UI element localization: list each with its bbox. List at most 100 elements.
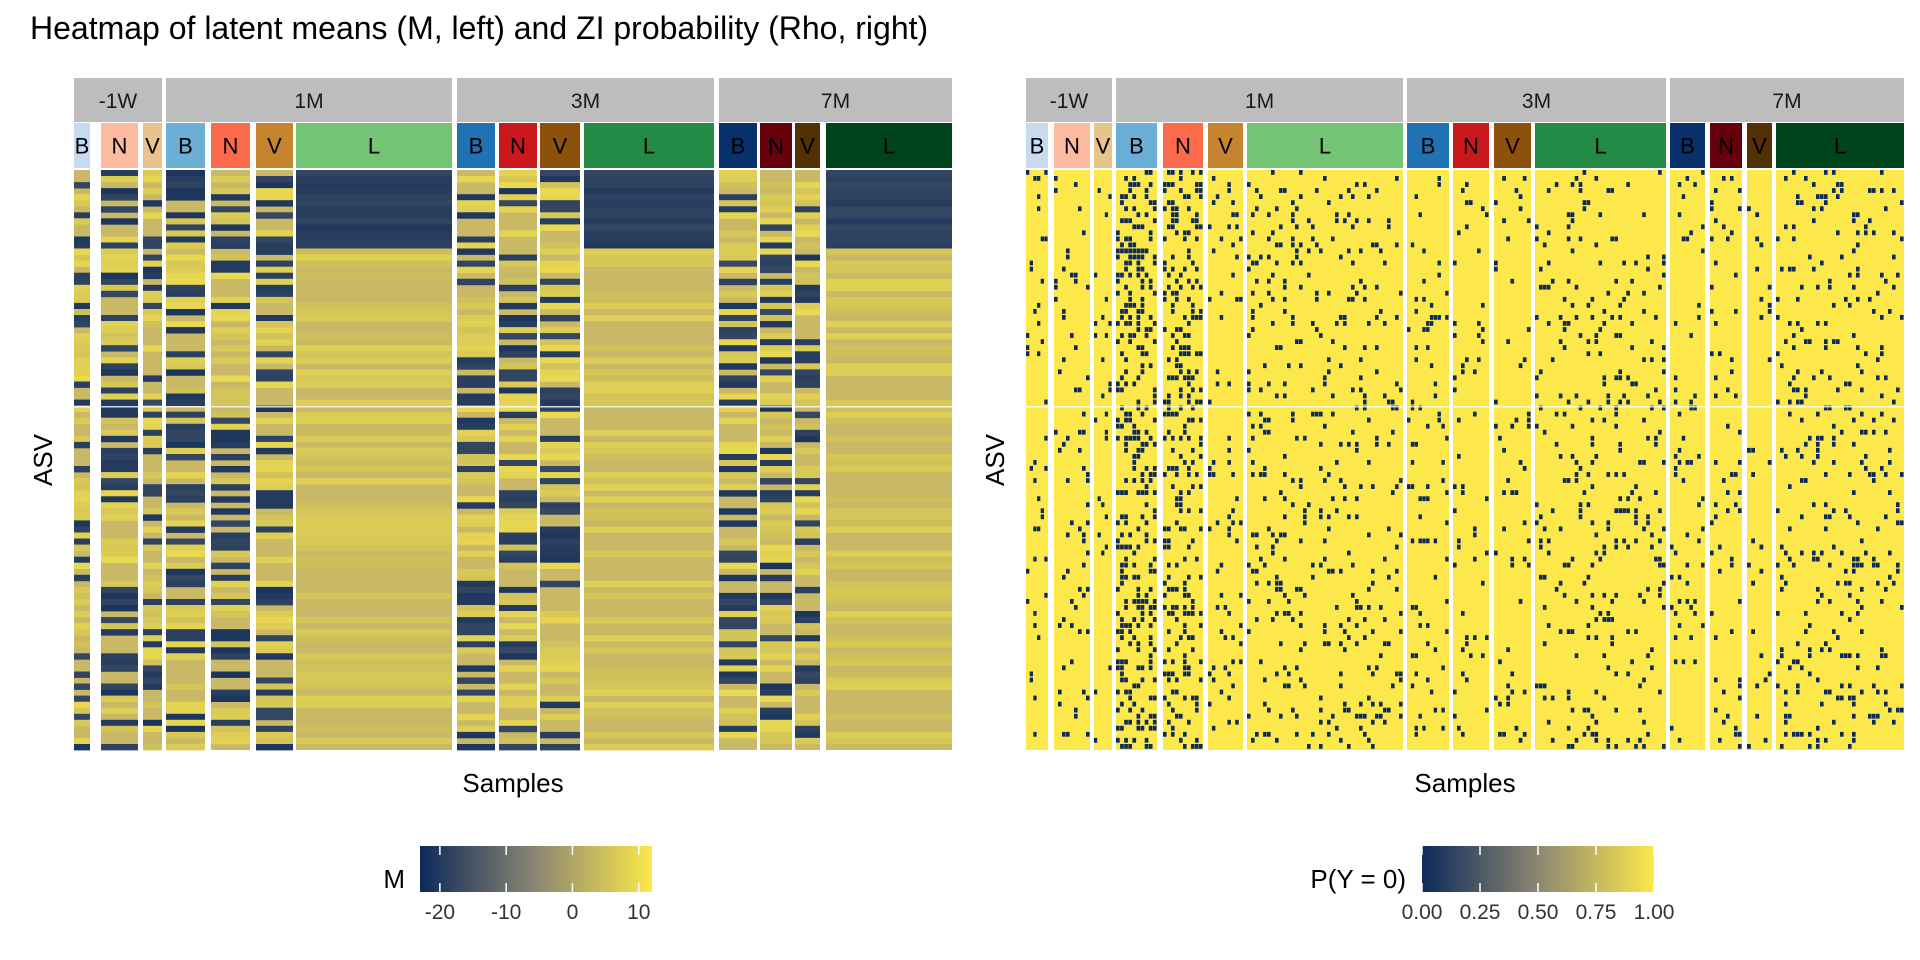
heatmap-cell [795,526,820,533]
heatmap-cell [74,182,90,189]
heatmap-cell [1562,327,1567,332]
heatmap-cell [1820,647,1824,653]
heatmap-cell [1037,206,1041,212]
heatmap-cell [1884,429,1888,435]
heatmap-background [1094,170,1112,750]
heatmap-cell [1183,345,1187,350]
heatmap-cell [1590,592,1595,598]
heatmap-cell [1824,641,1828,647]
group-label: L [368,134,380,159]
heatmap-cell [1191,387,1195,393]
heatmap-cell [1662,744,1666,749]
group-strip [101,123,138,168]
heatmap-cell [1187,466,1191,471]
heatmap-cell [719,182,757,189]
heatmap-cell [1658,170,1662,175]
heatmap-cell [1227,188,1231,193]
heatmap-cell [719,611,757,618]
heatmap-cell [584,635,714,642]
heatmap-cell [1554,182,1559,187]
heatmap-cell [1662,369,1666,375]
heatmap-cell [584,441,714,449]
heatmap-cell [1132,206,1137,212]
heatmap-cells [1670,170,1705,750]
heatmap-cell [1271,170,1275,175]
heatmap-cell [540,659,580,666]
heatmap-cell [1120,580,1124,586]
heatmap-cell [1598,611,1603,616]
heatmap-cell [1445,629,1449,634]
heatmap-cell [1291,200,1295,205]
heatmap-cell [760,502,792,509]
heatmap-cell [826,466,952,473]
group-strip [719,123,757,168]
heatmap-cell [1183,315,1187,320]
heatmap-cell [1359,484,1363,489]
group-strip [166,123,205,168]
heatmap-cell [1319,248,1323,254]
heatmap-cell [1128,629,1132,634]
heatmap-cell [826,520,952,527]
heatmap-cell [1693,599,1697,604]
heatmap-cell [1191,309,1195,314]
heatmap-cell [1896,508,1900,514]
heatmap-cell [1299,623,1303,628]
heatmap-cell [1259,387,1263,393]
heatmap-cell [1776,315,1780,320]
heatmap-cell [540,550,580,557]
heatmap-cell [1800,514,1804,520]
heatmap-cell [1701,224,1705,230]
heatmap-cell [1363,617,1367,622]
heatmap-cell [1395,544,1399,550]
heatmap-cell [760,719,792,727]
heatmap-cell [1120,617,1124,622]
heatmap-cell [101,472,138,479]
heatmap-cell [1796,399,1800,405]
heatmap-cell [1852,490,1856,495]
heatmap-cell [1116,544,1120,550]
heatmap-cell [1852,212,1856,218]
heatmap-cell [1152,206,1157,212]
group-label: B [178,134,193,159]
heatmap-cell [1195,369,1199,375]
heatmap-cell [1900,683,1904,689]
heatmap-cell [1033,623,1037,628]
heatmap-cell [1199,441,1203,447]
heatmap-cell [1062,574,1066,580]
heatmap-cell [719,599,757,606]
heatmap-cell [296,429,452,437]
heatmap-cell [1094,272,1098,278]
heatmap-cell [795,429,820,437]
heatmap-cell [1606,737,1611,743]
heatmap-cell [166,309,205,316]
heatmap-cell [1148,635,1153,640]
heatmap-cell [584,345,714,352]
heatmap-cell [143,562,162,570]
heatmap-cell [211,417,250,425]
heatmap-cell [256,586,293,594]
heatmap-cell [166,496,205,503]
heatmap-cell [1199,484,1203,489]
heatmap-cell [1808,623,1812,628]
heatmap-cell [457,405,495,412]
heatmap-cell [1876,580,1880,586]
heatmap-cell [1074,182,1078,187]
heatmap-cell [1163,695,1167,701]
heatmap-cell [1578,188,1583,193]
heatmap-cell [1120,562,1124,568]
heatmap-cell [1175,617,1179,622]
heatmap-cell [1183,671,1187,677]
heatmap-cell [1518,737,1523,743]
heatmap-cell [1426,321,1430,326]
heatmap-cell [826,266,952,274]
heatmap-cell [1152,200,1157,205]
heatmap-cell [143,725,162,733]
heatmap-cell [1287,363,1291,369]
heatmap-cell [1622,393,1626,399]
heatmap-cell [457,641,495,648]
heatmap-cell [1614,278,1618,284]
heatmap-cell [1550,695,1555,701]
heatmap-cell [1784,719,1788,725]
heatmap-cell [540,447,580,455]
heatmap-cell [1120,701,1124,707]
